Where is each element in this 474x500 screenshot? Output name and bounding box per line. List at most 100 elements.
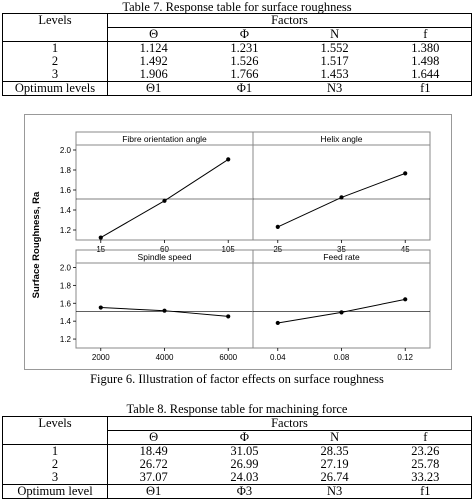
levels-header: Levels: [2, 13, 108, 28]
table-header-row: Levels Factors: [2, 416, 472, 431]
panel-title: Spindle speed: [138, 252, 192, 262]
data-point: [98, 235, 103, 240]
optimum-cell: N3: [289, 484, 380, 499]
y-tick-label: 1.4: [60, 317, 72, 326]
figure6-svg: Surface Roughness, Ra Fibre orientation …: [31, 131, 431, 362]
value-cell: 23.26: [379, 444, 472, 458]
value-cell: 26.74: [289, 471, 380, 485]
value-cell: 1.906: [107, 68, 200, 82]
effect-panel: Fibre orientation angle1.21.41.61.82.015…: [60, 131, 254, 254]
table7: Levels Factors Θ Φ N f 1 1.124 1.231 1.5…: [2, 13, 472, 96]
data-point: [226, 314, 231, 319]
factor-name: f: [379, 27, 472, 42]
factor-names-row: Θ Φ N f: [2, 27, 472, 42]
x-tick-label: 6000: [219, 353, 237, 362]
x-tick-label: 0.04: [270, 353, 286, 362]
level-cell: 3: [2, 68, 108, 82]
level-cell: 1: [2, 444, 108, 458]
y-tick-label: 1.6: [60, 186, 72, 195]
figure6-panels: Fibre orientation angle1.21.41.61.82.015…: [60, 131, 431, 362]
data-point: [98, 305, 103, 310]
figure6-main-effects-plot: Surface Roughness, Ra Fibre orientation …: [24, 114, 452, 370]
value-cell: 24.03: [199, 471, 290, 485]
factor-name: Φ: [199, 27, 290, 42]
table-row: 1 18.49 31.05 28.35 23.26: [2, 444, 472, 458]
value-cell: 27.19: [320, 457, 349, 471]
optimum-cell: Θ1: [107, 81, 200, 96]
table-row: 2 1.492 1.526 1.517 1.498: [2, 54, 472, 68]
value-cell: 1.498: [379, 55, 472, 68]
optimum-cell: Θ1: [107, 484, 200, 499]
value-cell: 1.517: [320, 54, 349, 68]
table-row: 2 26.72 26.99 27.19 25.78: [2, 457, 472, 471]
factor-name: N: [289, 430, 380, 445]
y-tick-label: 1.8: [60, 166, 72, 175]
data-point: [275, 320, 280, 326]
data-point: [275, 224, 280, 229]
panel-frame: [75, 249, 254, 349]
value-cell: 28.35: [320, 444, 349, 458]
y-tick-label: 1.4: [60, 206, 72, 215]
x-tick-label: 2000: [92, 353, 110, 362]
optimum-cell: f1: [379, 484, 472, 499]
levels-header-cont: [2, 27, 108, 42]
data-point: [226, 157, 231, 162]
table-header-row: Levels Factors: [2, 13, 472, 28]
value-cell: 1.453: [289, 68, 380, 82]
y-tick-label: 1.8: [60, 281, 72, 290]
table8: Levels Factors Θ Φ N f 1 18.49 31.05 28.…: [2, 416, 472, 499]
panel-title: Feed rate: [323, 252, 360, 262]
figure6-caption: Figure 6. Illustration of factor effects…: [90, 372, 384, 386]
optimum-cell: Φ1: [199, 81, 290, 96]
level-cell: 3: [2, 471, 108, 485]
factor-name: N: [289, 27, 380, 42]
table-row: 3 37.07 24.03 26.74 33.23: [2, 471, 472, 485]
data-point: [162, 308, 167, 313]
series-line: [100, 158, 229, 239]
value-cell: 26.72: [139, 457, 168, 471]
value-cell: 31.05: [230, 444, 259, 458]
y-tick-label: 2.0: [60, 146, 72, 155]
factor-names-row: Θ Φ N f: [2, 430, 472, 445]
effect-panel: Feed rate 0.04 0.08 0.12: [252, 249, 431, 362]
panel-frame: [252, 131, 431, 241]
figure6-ylabel: Surface Roughness, Ra: [31, 191, 42, 298]
table8-caption: Table 8. Response table for machining fo…: [126, 402, 348, 416]
value-cell: 1.766: [199, 68, 290, 82]
value-cell: 1.644: [379, 68, 472, 82]
table7-caption: Table 7. Response table for surface roug…: [122, 0, 352, 14]
optimum-label: Optimum levels: [2, 81, 108, 96]
value-cell: 33.23: [379, 471, 472, 485]
value-cell: 37.07: [107, 471, 200, 485]
factors-header: Factors: [107, 416, 472, 431]
value-cell: 1.231: [230, 41, 259, 55]
table-row: 1 1.124 1.231 1.552 1.380: [2, 41, 472, 55]
value-cell: 25.78: [379, 458, 472, 471]
panel-title: Helix angle: [320, 134, 362, 144]
data-point: [403, 171, 408, 176]
data-point: [403, 297, 408, 302]
optimum-label: Optimum level: [2, 484, 108, 499]
level-cell: 1: [2, 41, 108, 55]
x-tick-label: 0.08: [334, 353, 350, 362]
optimum-cell: f1: [379, 81, 472, 96]
value-cell: 1.380: [379, 41, 472, 55]
factors-header: Factors: [107, 13, 472, 28]
x-tick-label: 4000: [156, 353, 174, 362]
data-point: [339, 310, 344, 315]
optimum-row: Optimum levels Θ1 Φ1 N3 f1: [2, 81, 472, 96]
panel-title: Fibre orientation angle: [122, 134, 207, 144]
value-cell: 26.99: [230, 457, 259, 471]
factor-name: Θ: [107, 27, 200, 42]
y-tick-label: 1.6: [60, 299, 72, 308]
x-tick-label: 0.12: [397, 353, 413, 362]
optimum-cell: Φ3: [199, 484, 290, 499]
data-point: [162, 198, 167, 203]
effect-panel: Spindle speed 1.2 1.4 1.6 1.8 2.0 2000 4000 6000: [60, 249, 254, 362]
value-cell: 1.552: [320, 41, 349, 55]
factor-name: f: [379, 430, 472, 445]
level-cell: 2: [2, 55, 108, 68]
y-tick-label: 2.0: [60, 263, 72, 272]
factor-name: Θ: [107, 430, 200, 445]
